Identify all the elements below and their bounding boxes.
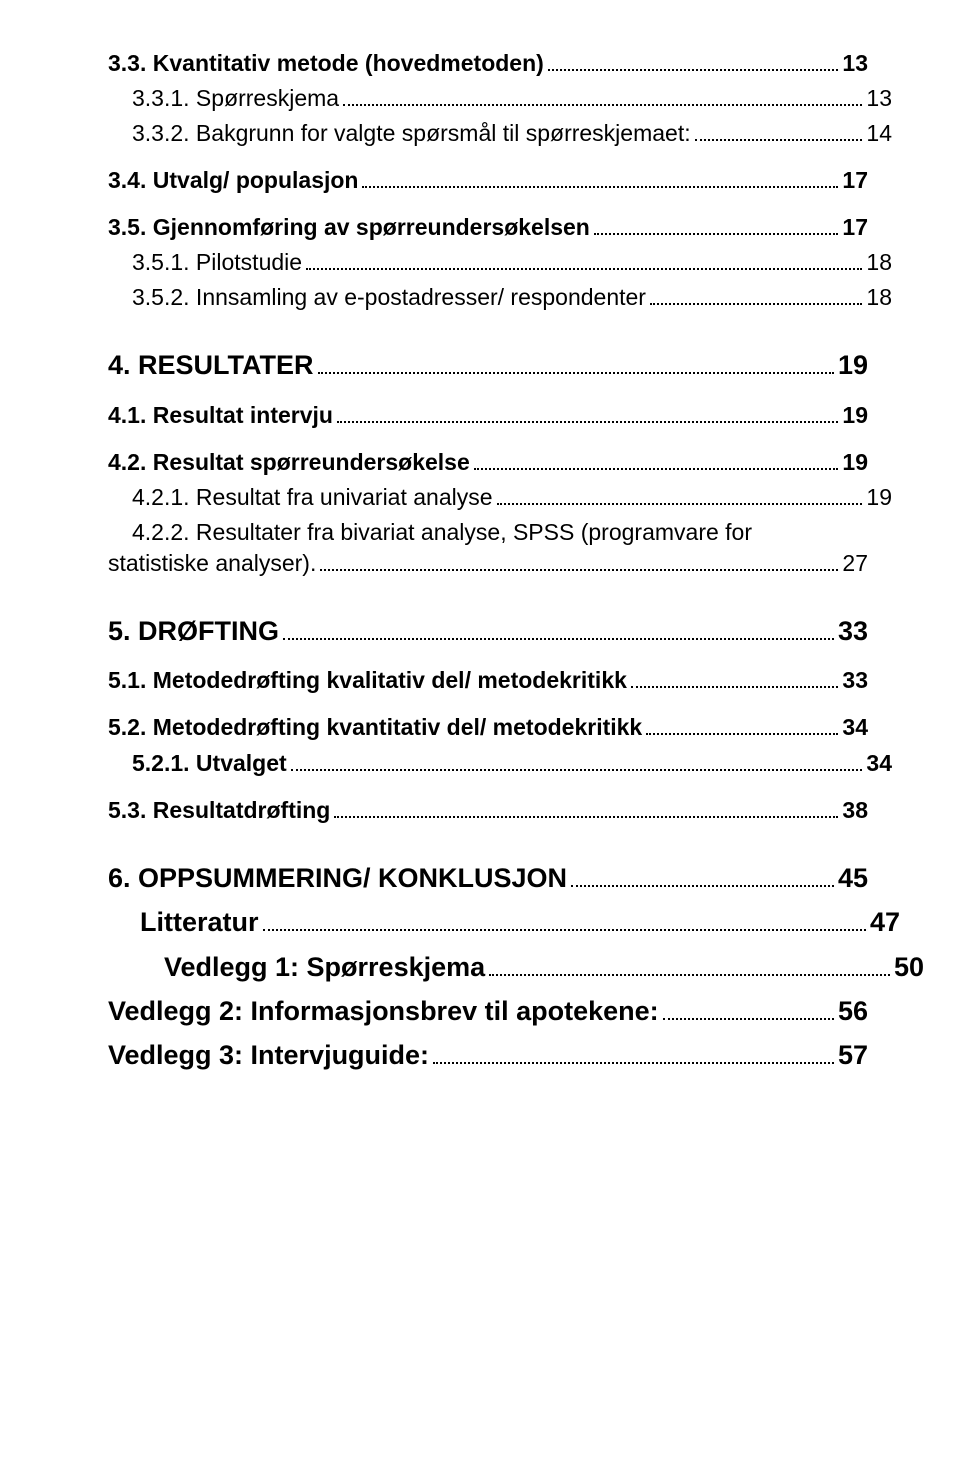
toc-page: 19 — [842, 400, 868, 431]
toc-label: 3.3. Kvantitativ metode (hovedmetoden) — [108, 48, 544, 79]
toc-block-4: 4. RESULTATER 19 4.1. Resultat intervju … — [108, 347, 868, 579]
toc-label: 3.3.2. Bakgrunn for valgte spørsmål til … — [132, 118, 691, 149]
toc-page: 13 — [866, 83, 892, 114]
toc-leader — [650, 285, 862, 306]
toc-leader — [548, 50, 839, 71]
toc-leader — [343, 85, 862, 106]
toc-page: 34 — [866, 748, 892, 779]
toc-entry-4-1: 4.1. Resultat intervju 19 — [108, 400, 868, 431]
toc-page: 57 — [838, 1037, 868, 1073]
toc-block-5: 5. DRØFTING 33 5.1. Metodedrøfting kvali… — [108, 613, 868, 826]
toc-label: Vedlegg 3: Intervjuguide: — [108, 1037, 429, 1073]
toc-leader — [283, 616, 834, 640]
toc-page: 19 — [838, 347, 868, 383]
toc-entry-3-3-2: 3.3.2. Bakgrunn for valgte spørsmål til … — [132, 118, 892, 149]
toc-entry-3-5: 3.5. Gjennomføring av spørreundersøkelse… — [108, 212, 868, 243]
toc-page: 18 — [866, 282, 892, 313]
toc-entry-3-4: 3.4. Utvalg/ populasjon 17 — [108, 165, 868, 196]
toc-label-line1: 4.2.2. Resultater fra bivariat analyse, … — [132, 517, 868, 548]
toc-entry-4-2: 4.2. Resultat spørreundersøkelse 19 — [108, 447, 868, 478]
toc-label-line2: statistiske analyser). — [108, 548, 316, 579]
toc-leader — [320, 550, 838, 571]
toc-leader — [489, 951, 890, 975]
toc-leader — [571, 862, 834, 886]
toc-leader — [337, 402, 838, 423]
toc-leader — [695, 120, 863, 141]
toc-entry-vedlegg-1: Vedlegg 1: Spørreskjema 50 — [164, 949, 924, 985]
toc-label: 4. RESULTATER — [108, 347, 314, 383]
toc-leader — [646, 715, 838, 736]
toc-page: 45 — [838, 860, 868, 896]
toc-leader — [306, 250, 862, 271]
toc-entry-litteratur: Litteratur 47 — [140, 904, 900, 940]
toc-entry-3-5-1: 3.5.1. Pilotstudie 18 — [132, 247, 892, 278]
toc-leader — [334, 797, 838, 818]
toc-leader — [263, 907, 866, 931]
toc-entry-5-2: 5.2. Metodedrøfting kvantitativ del/ met… — [108, 712, 868, 743]
toc-page: 47 — [870, 904, 900, 940]
toc-label: Vedlegg 1: Spørreskjema — [164, 949, 485, 985]
toc-block-3: 3.3. Kvantitativ metode (hovedmetoden) 1… — [108, 48, 868, 313]
toc-page: 13 — [842, 48, 868, 79]
toc-label: 3.5.2. Innsamling av e-postadresser/ res… — [132, 282, 646, 313]
toc-block-6: 6. OPPSUMMERING/ KONKLUSJON 45 Litteratu… — [108, 860, 868, 1074]
toc-label: 5.3. Resultatdrøfting — [108, 795, 330, 826]
toc-entry-3-3: 3.3. Kvantitativ metode (hovedmetoden) 1… — [108, 48, 868, 79]
toc-entry-vedlegg-2: Vedlegg 2: Informasjonsbrev til apoteken… — [108, 993, 868, 1029]
toc-entry-6: 6. OPPSUMMERING/ KONKLUSJON 45 — [108, 860, 868, 896]
toc-label: 3.4. Utvalg/ populasjon — [108, 165, 358, 196]
toc-leader — [474, 449, 839, 470]
toc-leader — [663, 996, 834, 1020]
toc-label: 6. OPPSUMMERING/ KONKLUSJON — [108, 860, 567, 896]
toc-label: 3.5.1. Pilotstudie — [132, 247, 302, 278]
toc-entry-5-2-1: 5.2.1. Utvalget 34 — [132, 748, 892, 779]
toc-page: 38 — [842, 795, 868, 826]
toc-entry-5-3: 5.3. Resultatdrøfting 38 — [108, 795, 868, 826]
toc-page: 33 — [838, 613, 868, 649]
toc-label: 3.5. Gjennomføring av spørreundersøkelse… — [108, 212, 590, 243]
toc-page: 18 — [866, 247, 892, 278]
toc-page: 17 — [842, 165, 868, 196]
toc-entry-5-1: 5.1. Metodedrøfting kvalitativ del/ meto… — [108, 665, 868, 696]
toc-page: 27 — [842, 548, 868, 579]
toc-label: 5.2.1. Utvalget — [132, 748, 287, 779]
toc-page: 56 — [838, 993, 868, 1029]
toc-leader — [318, 350, 834, 374]
toc-label: 4.2.1. Resultat fra univariat analyse — [132, 482, 493, 513]
toc-leader — [291, 750, 863, 771]
toc-page: 17 — [842, 212, 868, 243]
toc-entry-5: 5. DRØFTING 33 — [108, 613, 868, 649]
toc-label: 4.2. Resultat spørreundersøkelse — [108, 447, 470, 478]
toc-label: 5. DRØFTING — [108, 613, 279, 649]
toc-page: 19 — [842, 447, 868, 478]
toc-entry-3-3-1: 3.3.1. Spørreskjema 13 — [132, 83, 892, 114]
toc-page: 14 — [866, 118, 892, 149]
toc-leader — [631, 668, 839, 689]
toc-label: 4.1. Resultat intervju — [108, 400, 333, 431]
toc-label: 3.3.1. Spørreskjema — [132, 83, 339, 114]
toc-page: 33 — [842, 665, 868, 696]
toc-leader — [594, 215, 839, 236]
toc-entry-vedlegg-3: Vedlegg 3: Intervjuguide: 57 — [108, 1037, 868, 1073]
toc-page: 34 — [842, 712, 868, 743]
toc-entry-3-5-2: 3.5.2. Innsamling av e-postadresser/ res… — [132, 282, 892, 313]
toc-entry-4-2-1: 4.2.1. Resultat fra univariat analyse 19 — [132, 482, 892, 513]
toc-page: 19 — [866, 482, 892, 513]
toc-label: 5.1. Metodedrøfting kvalitativ del/ meto… — [108, 665, 627, 696]
toc-label: Litteratur — [140, 904, 259, 940]
toc-leader — [497, 484, 863, 505]
toc-page: 50 — [894, 949, 924, 985]
toc-leader — [433, 1040, 834, 1064]
toc-entry-4-2-2: 4.2.2. Resultater fra bivariat analyse, … — [132, 517, 868, 579]
table-of-contents: 3.3. Kvantitativ metode (hovedmetoden) 1… — [108, 48, 868, 1074]
toc-entry-4: 4. RESULTATER 19 — [108, 347, 868, 383]
toc-leader — [362, 167, 838, 188]
toc-label: Vedlegg 2: Informasjonsbrev til apoteken… — [108, 993, 659, 1029]
toc-label: 5.2. Metodedrøfting kvantitativ del/ met… — [108, 712, 642, 743]
